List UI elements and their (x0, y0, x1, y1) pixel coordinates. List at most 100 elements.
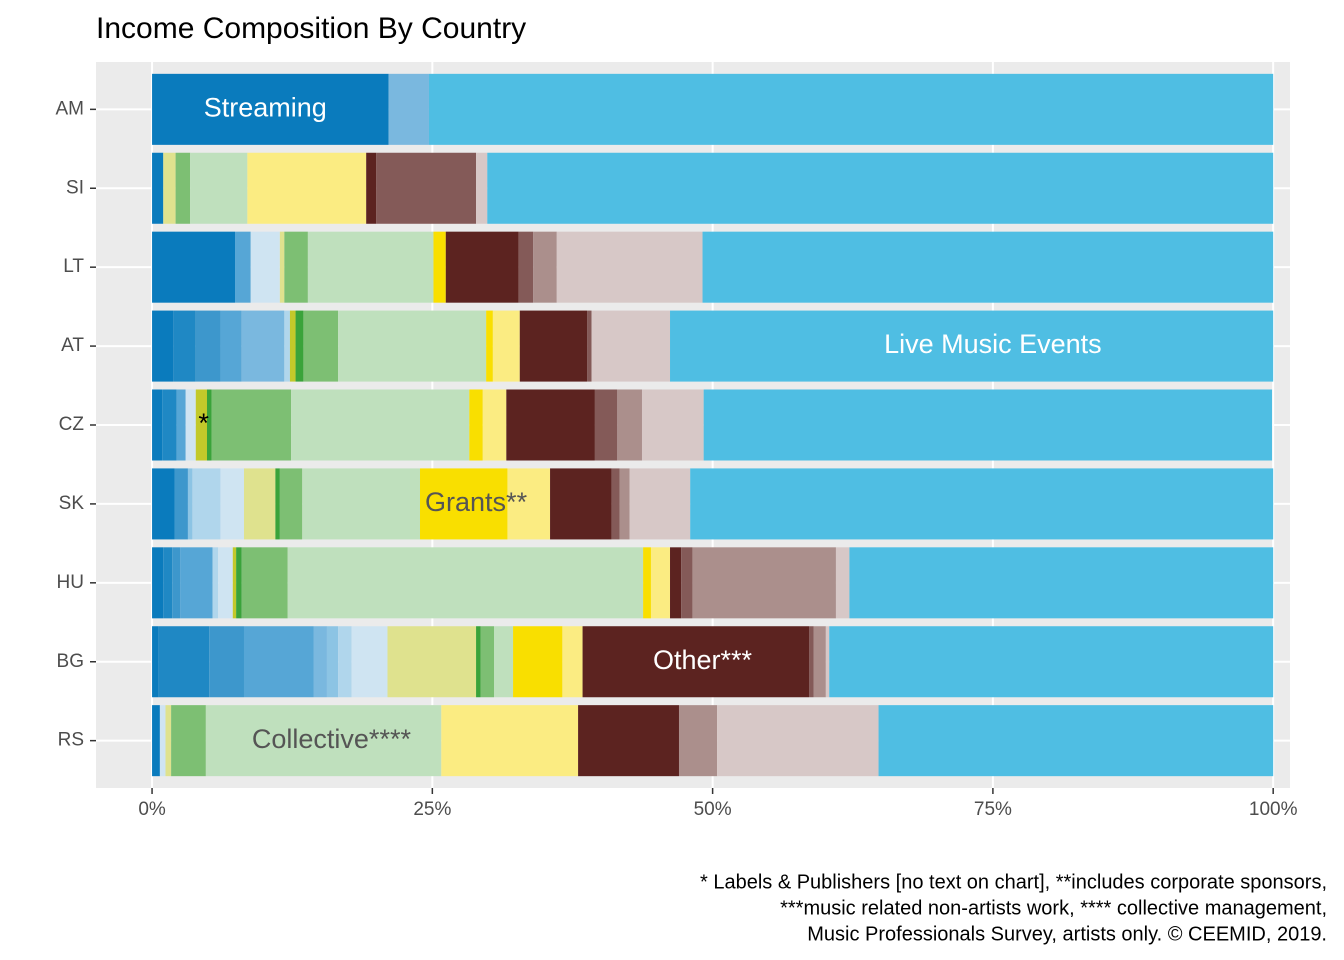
y-tick-label: AT (61, 335, 84, 356)
chart-title: Income Composition By Country (96, 12, 526, 45)
bar-segment (205, 705, 442, 777)
annotation: Grants** (425, 487, 528, 517)
caption: ***music related non-artists work, **** … (780, 897, 1327, 919)
bar-segment (152, 626, 159, 698)
bar-segment (670, 310, 1274, 382)
bar-segment (152, 547, 164, 619)
bar-segment (533, 231, 557, 303)
bar-segment (420, 468, 508, 540)
bar-segment (591, 310, 671, 382)
bar-segment (212, 547, 219, 619)
bar-segment (476, 626, 481, 698)
bar-segment (809, 626, 814, 698)
bar-segment (556, 231, 703, 303)
bar-segment (195, 310, 221, 382)
bar-segment (829, 626, 1274, 698)
bar-segment (692, 547, 836, 619)
bar-segment (243, 626, 314, 698)
bar-segment (163, 152, 176, 224)
bar-segment (717, 705, 879, 777)
bar-segment (486, 310, 493, 382)
bar-segment (690, 468, 1274, 540)
bar-segment (550, 468, 612, 540)
bar-segment (582, 626, 810, 698)
bar-segment (825, 626, 830, 698)
x-tick-label: 75% (974, 799, 1012, 820)
bar-segment (388, 73, 429, 145)
bar-segment (678, 705, 718, 777)
bar-segment (326, 626, 339, 698)
bar-segment (302, 468, 421, 540)
bar-segment (187, 468, 193, 540)
y-tick-label: CZ (59, 414, 85, 435)
x-tick-label: 100% (1249, 799, 1298, 820)
y-tick-label: HU (57, 572, 84, 593)
annotation: Live Music Events (884, 329, 1102, 359)
bar-segment (220, 310, 242, 382)
caption: * Labels & Publishers [no text on chart]… (700, 871, 1327, 893)
bar-segment (206, 389, 212, 461)
bar-segment (519, 310, 588, 382)
bar-segment (232, 547, 237, 619)
bar-segment (236, 547, 242, 619)
bar-segment (250, 231, 280, 303)
bar-segment (162, 389, 177, 461)
bar-segment (279, 468, 303, 540)
bar-segment (476, 152, 488, 224)
bar-segment (295, 310, 304, 382)
bar-segment (469, 389, 483, 461)
bar-segment (163, 547, 173, 619)
bar-segment (152, 231, 236, 303)
bar-segment (303, 310, 339, 382)
bar-segment (289, 310, 296, 382)
bar-segment (643, 547, 651, 619)
bar-segment (275, 468, 280, 540)
bar-segment (287, 547, 644, 619)
bar-segment (387, 626, 477, 698)
x-tick-label: 50% (694, 799, 732, 820)
bar-segment (175, 152, 191, 224)
bar-segment (291, 389, 470, 461)
bar-segment (284, 310, 290, 382)
bar-segment (152, 468, 175, 540)
bar-segment (195, 389, 207, 461)
bars (152, 73, 1274, 777)
bar-segment (366, 152, 377, 224)
bar-segment (629, 468, 691, 540)
bar-segment (152, 389, 163, 461)
bar-segment (670, 547, 682, 619)
bar-segment (849, 547, 1274, 619)
bar-segment (587, 310, 592, 382)
bar-segment (351, 626, 388, 698)
y-tick-label: SK (59, 493, 85, 514)
bar-segment (209, 626, 244, 698)
annotations: Streaming Live Music Events * Grants** Other… (198, 92, 1101, 753)
bar-segment (641, 389, 704, 461)
bar-segment (235, 231, 251, 303)
y-tick-label: RS (58, 730, 84, 751)
bar-segment (562, 626, 583, 698)
bar-segment (681, 547, 693, 619)
y-tick-label: AM (56, 98, 85, 119)
y-tick-label: LT (63, 256, 84, 277)
bar-segment (307, 231, 434, 303)
bar-segment (158, 626, 210, 698)
bar-segment (441, 705, 579, 777)
bar-segment (338, 310, 487, 382)
bar-segment (176, 389, 186, 461)
bar-segment (518, 231, 534, 303)
x-tick-label: 25% (413, 799, 451, 820)
annotation: Collective**** (252, 724, 412, 754)
bar-segment (376, 152, 477, 224)
bar-segment (480, 626, 494, 698)
bar-segment (813, 626, 826, 698)
bar-segment (313, 626, 327, 698)
bar-segment (445, 231, 519, 303)
bar-segment (513, 626, 563, 698)
bar-segment (190, 152, 248, 224)
bar-segment (507, 468, 551, 540)
bar-segment (152, 310, 174, 382)
bar-segment (878, 705, 1274, 777)
